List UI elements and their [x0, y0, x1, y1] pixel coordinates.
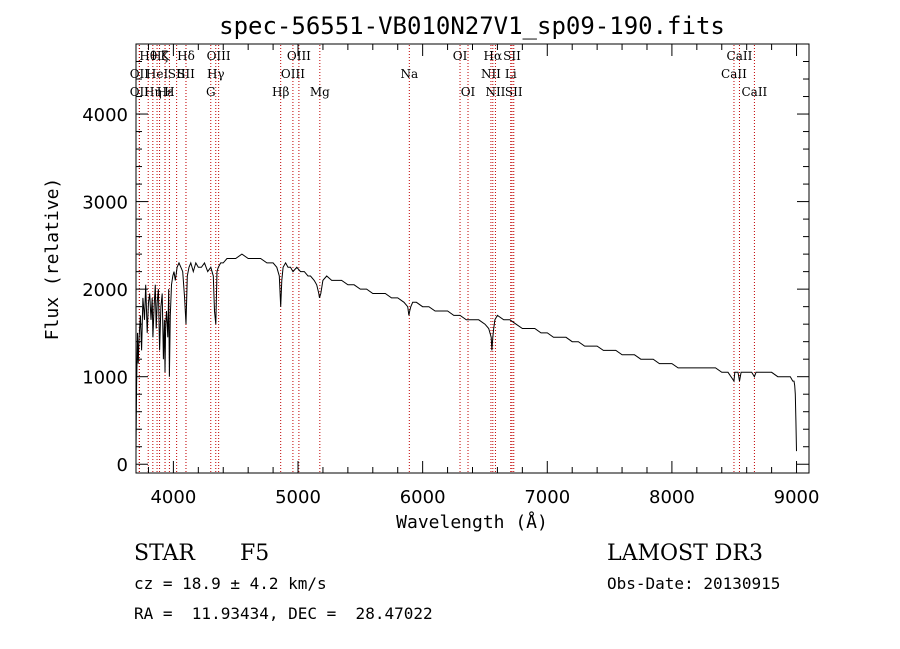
x-tick-label-2: 6000: [400, 487, 446, 508]
line-label-21: OI: [461, 85, 476, 99]
line-label-17: OIII: [287, 49, 311, 63]
x-tick-label-5: 9000: [774, 487, 820, 508]
line-label-8: H: [164, 85, 174, 99]
line-label-26: SII: [503, 49, 521, 63]
line-label-13: Hγ: [207, 67, 225, 81]
line-label-20: OI: [453, 49, 468, 63]
survey-name: LAMOST DR3: [607, 541, 763, 566]
line-label-30: CaII: [741, 85, 767, 99]
object-subclass: F5: [240, 541, 269, 566]
x-tick-label-3: 7000: [524, 487, 570, 508]
line-label-24: NII: [485, 85, 505, 99]
coordinates: RA = 11.93434, DEC = 28.47022: [134, 604, 433, 623]
x-axis-ticks: 4000 5000 6000 7000 8000 9000: [147, 44, 820, 508]
line-label-18: Mg: [310, 85, 330, 99]
line-label-9: SII: [168, 67, 186, 81]
x-tick-label-4: 8000: [649, 487, 695, 508]
spectral-line-markers: [138, 45, 755, 472]
y-axis-ticks: 0 1000 2000 3000 4000: [82, 61, 809, 476]
y-tick-label-2: 2000: [82, 280, 128, 301]
line-label-28: CaII: [721, 67, 747, 81]
obs-date: Obs-Date: 20130915: [607, 574, 780, 593]
y-tick-label-0: 0: [117, 455, 128, 476]
line-label-10: Hδ: [177, 49, 195, 63]
spectrum-line: [135, 253, 797, 452]
line-label-7: Hε: [157, 85, 174, 99]
line-label-23: Hα: [484, 49, 503, 63]
plot-frame: [135, 43, 810, 474]
redshift-text: cz = 18.9 ± 4.2 km/s: [134, 574, 327, 593]
line-label-15: Hβ: [272, 85, 289, 99]
object-class: STAR: [134, 541, 196, 566]
line-label-0: OII: [130, 67, 150, 81]
line-label-16: OIII: [281, 67, 305, 81]
y-tick-label-1: 1000: [82, 368, 128, 389]
y-axis-label: Flux (relative): [42, 178, 63, 341]
line-label-3: Hη: [144, 85, 162, 99]
line-label-12: G: [206, 85, 216, 99]
line-label-11: SII: [177, 67, 195, 81]
line-label-4: HeI: [146, 67, 169, 81]
line-label-6: K: [161, 49, 171, 63]
x-tick-label-1: 5000: [275, 487, 321, 508]
line-label-1: OII: [130, 85, 150, 99]
x-tick-label-0: 4000: [150, 487, 196, 508]
y-tick-label-4: 4000: [82, 105, 128, 126]
line-label-25: Li: [505, 67, 517, 81]
line-label-22: NII: [481, 67, 501, 81]
x-axis-label: Wavelength (Å): [396, 511, 548, 533]
spectral-line-labels: OIIOIIHθHηHeIHζKHεHSIIHδSIIGHγOIIIHβOIII…: [130, 49, 768, 99]
chart-title: spec-56551-VB010N27V1_sp09-190.fits: [219, 12, 725, 40]
line-label-29: CaII: [727, 49, 753, 63]
line-label-27: SII: [505, 85, 523, 99]
line-label-2: Hθ: [139, 49, 157, 63]
line-label-14: OIII: [207, 49, 231, 63]
line-label-19: Na: [400, 67, 418, 81]
line-label-5: Hζ: [151, 49, 168, 63]
y-tick-label-3: 3000: [82, 193, 128, 214]
